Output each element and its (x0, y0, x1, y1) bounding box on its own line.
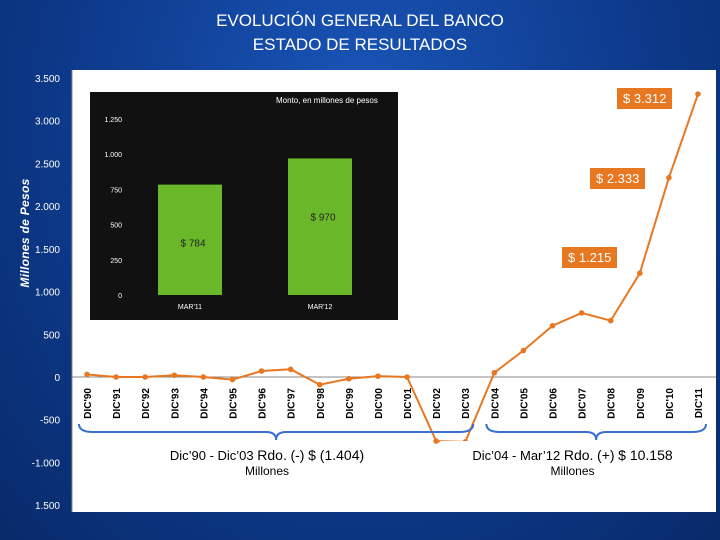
x-tick-label: DIC'04 (490, 388, 501, 419)
y-tick-label: 500 (43, 330, 60, 341)
data-point (549, 322, 556, 329)
summary-sign: (-) (290, 447, 305, 463)
inset-bar (158, 184, 222, 295)
data-point (287, 366, 294, 373)
x-tick-label: DIC'01 (403, 388, 414, 419)
inset-bar-chart: Monto, en millones de pesos 0 250 500 750 1.0… (90, 92, 398, 320)
summary-panel-loss: Dic’90 - Dic’03 Rdo. (-) $ (1.404) Millo… (122, 441, 412, 486)
y-tick-label: -1.000 (32, 458, 61, 469)
y-tick-label: 0 (54, 373, 60, 384)
x-tick-label: DIC'91 (112, 388, 123, 419)
x-tick-label: DIC'92 (141, 388, 152, 419)
data-point (520, 347, 527, 354)
summary-sign: (+) (597, 447, 615, 463)
data-point (491, 369, 498, 376)
summary-unit: Millones (550, 464, 595, 478)
summary-label: Rdo. (563, 447, 594, 463)
data-point (666, 174, 672, 181)
inset-bar-svg: Monto, en millones de pesos 0 250 500 750 1.0… (104, 96, 378, 311)
annotation-dic10: $ 2.333 (590, 168, 646, 189)
page-title: EVOLUCIÓN GENERAL DEL BANCO (216, 11, 504, 30)
y-tick-label: 2.000 (35, 202, 60, 213)
data-point (229, 376, 236, 383)
x-tick-label: DIC'99 (345, 388, 356, 419)
x-tick-label: DIC'06 (549, 388, 560, 419)
inset-y-tick: 1.000 (104, 152, 122, 159)
data-point (607, 317, 614, 324)
summary-unit: Millones (244, 464, 289, 478)
x-tick-label: DIC'93 (170, 388, 181, 419)
inset-y-tick: 1.250 (104, 117, 122, 124)
summary-period: Dic’04 - Mar’12 (472, 448, 561, 463)
data-point (404, 374, 410, 380)
x-tick-label: DIC'11 (694, 388, 705, 419)
x-tick-label: DIC'03 (461, 388, 472, 419)
y-tick-label: 1.500 (35, 501, 60, 512)
data-point (375, 373, 381, 379)
x-tick-label: DIC'02 (432, 388, 443, 419)
data-point (142, 374, 148, 380)
x-tick-label: DIC'98 (316, 388, 327, 419)
x-tick-label: DIC'10 (665, 388, 676, 419)
annotation-dic09: $ 1.215 (562, 247, 618, 268)
data-point (171, 372, 178, 379)
x-tick-label: DIC'00 (374, 388, 385, 419)
inset-y-tick: 250 (110, 258, 122, 265)
x-tick-label: DIC'95 (228, 388, 239, 419)
data-point (200, 374, 207, 380)
x-tick-label: DIC'97 (287, 388, 298, 419)
brace-loss-period (78, 423, 475, 441)
x-tick-label: DIC'05 (519, 388, 530, 419)
data-point (433, 438, 439, 444)
brace-profit-period (485, 423, 707, 441)
y-tick-label: 1.000 (35, 288, 60, 299)
data-point (695, 91, 701, 97)
summary-period: Dic’90 - Dic’03 (169, 448, 254, 463)
inset-bar (288, 158, 352, 295)
inset-category: MAR'11 (178, 304, 202, 311)
inset-bar-label: $ 970 (310, 212, 335, 223)
summary-amount: $ 10.158 (618, 447, 673, 463)
x-tick-label: DIC'07 (578, 388, 589, 419)
y-tick-label: 1.500 (35, 245, 60, 256)
y-axis-title: Millones de Pesos (18, 178, 32, 288)
data-point (316, 381, 323, 388)
inset-bar-label: $ 784 (180, 239, 205, 250)
page-subtitle: ESTADO DE RESULTADOS (252, 35, 468, 54)
y-tick-label: 2.500 (35, 159, 60, 170)
y-tick-label: 3.000 (35, 117, 60, 128)
annotation-dic11: $ 3.312 (617, 88, 673, 109)
data-point (258, 368, 265, 374)
inset-title: Monto, en millones de pesos (276, 96, 378, 105)
inset-y-tick: 750 (110, 187, 122, 194)
x-tick-label: DIC'08 (607, 388, 618, 419)
x-tick-label: DIC'90 (83, 388, 94, 419)
x-tick-label: DIC'96 (258, 388, 269, 419)
inset-y-tick: 0 (118, 293, 122, 300)
series-line (86, 93, 699, 443)
data-point (346, 375, 352, 382)
data-point (578, 310, 585, 316)
inset-category: MAR'12 (308, 304, 333, 311)
data-point (113, 374, 119, 380)
x-tick-label: DIC'94 (199, 388, 210, 419)
inset-y-tick: 500 (110, 223, 122, 230)
data-point (637, 270, 643, 277)
x-tick-label: DIC'09 (636, 388, 647, 419)
y-tick-label: 3.500 (35, 74, 60, 85)
data-point (84, 371, 90, 378)
summary-amount: $ (1.404) (308, 447, 365, 463)
summary-label: Rdo. (257, 447, 287, 463)
y-tick-label: -500 (40, 416, 60, 427)
summary-panel-profit: Dic’04 - Mar’12 Rdo. (+) $ 10.158 Millon… (440, 441, 705, 486)
